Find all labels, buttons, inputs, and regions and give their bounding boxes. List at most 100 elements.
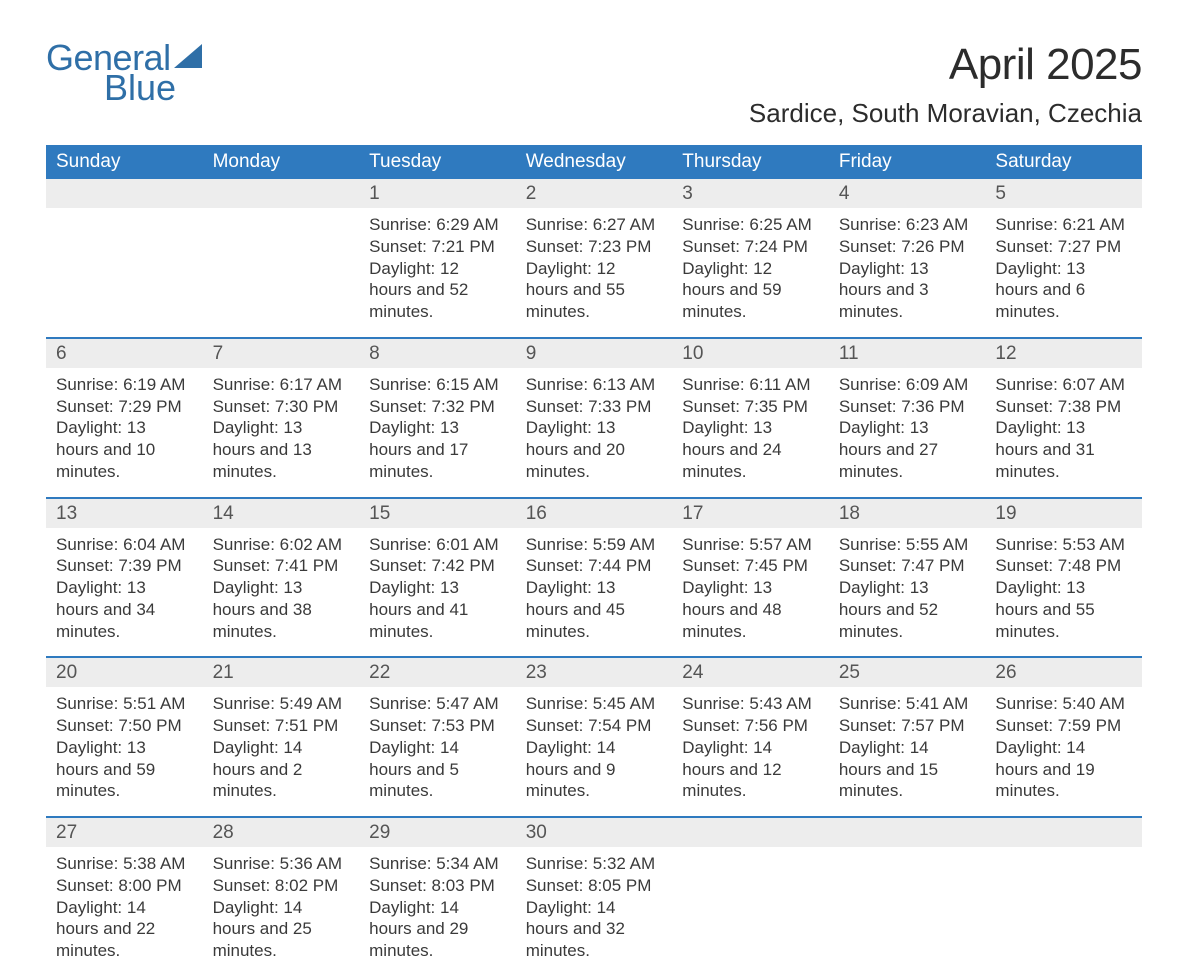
day-number: 18 (829, 499, 986, 528)
day-number: 26 (985, 658, 1142, 687)
daylight-line: Daylight: 14 hours and 15 minutes. (839, 737, 976, 802)
day-number: 27 (46, 818, 203, 847)
weekday-header: Friday (829, 145, 986, 179)
day-number-row: 6789101112 (46, 339, 1142, 368)
daylight-line: Daylight: 13 hours and 55 minutes. (995, 577, 1132, 642)
day-number: 30 (516, 818, 673, 847)
sunset-line: Sunset: 7:57 PM (839, 715, 976, 737)
day-cell: Sunrise: 6:27 AMSunset: 7:23 PMDaylight:… (516, 208, 673, 337)
day-cell: Sunrise: 6:07 AMSunset: 7:38 PMDaylight:… (985, 368, 1142, 497)
sunrise-line: Sunrise: 5:53 AM (995, 534, 1132, 556)
sunset-line: Sunset: 7:27 PM (995, 236, 1132, 258)
day-cell: Sunrise: 6:21 AMSunset: 7:27 PMDaylight:… (985, 208, 1142, 337)
day-cell: Sunrise: 5:57 AMSunset: 7:45 PMDaylight:… (672, 528, 829, 657)
day-number: 22 (359, 658, 516, 687)
sunset-line: Sunset: 7:36 PM (839, 396, 976, 418)
sunset-line: Sunset: 7:21 PM (369, 236, 506, 258)
day-cell: Sunrise: 5:38 AMSunset: 8:00 PMDaylight:… (46, 847, 203, 976)
sunrise-line: Sunrise: 6:02 AM (213, 534, 350, 556)
calendar-week: 20212223242526Sunrise: 5:51 AMSunset: 7:… (46, 656, 1142, 816)
day-cells-row: Sunrise: 5:51 AMSunset: 7:50 PMDaylight:… (46, 687, 1142, 816)
daylight-line: Daylight: 13 hours and 13 minutes. (213, 417, 350, 482)
daylight-line: Daylight: 13 hours and 27 minutes. (839, 417, 976, 482)
daylight-line: Daylight: 13 hours and 20 minutes. (526, 417, 663, 482)
day-number: 17 (672, 499, 829, 528)
daylight-line: Daylight: 13 hours and 24 minutes. (682, 417, 819, 482)
day-number (203, 179, 360, 208)
sunrise-line: Sunrise: 6:27 AM (526, 214, 663, 236)
daylight-line: Daylight: 13 hours and 38 minutes. (213, 577, 350, 642)
day-number: 1 (359, 179, 516, 208)
daylight-line: Daylight: 13 hours and 31 minutes. (995, 417, 1132, 482)
sunrise-line: Sunrise: 5:43 AM (682, 693, 819, 715)
day-number: 9 (516, 339, 673, 368)
sunrise-line: Sunrise: 5:38 AM (56, 853, 193, 875)
sunset-line: Sunset: 7:30 PM (213, 396, 350, 418)
weekday-header: Monday (203, 145, 360, 179)
daylight-line: Daylight: 14 hours and 22 minutes. (56, 897, 193, 962)
sunrise-line: Sunrise: 5:49 AM (213, 693, 350, 715)
day-cell: Sunrise: 5:36 AMSunset: 8:02 PMDaylight:… (203, 847, 360, 976)
day-cell: Sunrise: 6:13 AMSunset: 7:33 PMDaylight:… (516, 368, 673, 497)
sunset-line: Sunset: 7:29 PM (56, 396, 193, 418)
day-number: 5 (985, 179, 1142, 208)
sunset-line: Sunset: 7:48 PM (995, 555, 1132, 577)
daylight-line: Daylight: 14 hours and 25 minutes. (213, 897, 350, 962)
daylight-line: Daylight: 14 hours and 2 minutes. (213, 737, 350, 802)
daylight-line: Daylight: 14 hours and 32 minutes. (526, 897, 663, 962)
daylight-line: Daylight: 13 hours and 17 minutes. (369, 417, 506, 482)
sunrise-line: Sunrise: 6:11 AM (682, 374, 819, 396)
weekday-header: Wednesday (516, 145, 673, 179)
day-cell (203, 208, 360, 337)
sunset-line: Sunset: 8:02 PM (213, 875, 350, 897)
day-number-row: 20212223242526 (46, 658, 1142, 687)
day-number (672, 818, 829, 847)
day-cell: Sunrise: 5:40 AMSunset: 7:59 PMDaylight:… (985, 687, 1142, 816)
sunrise-line: Sunrise: 6:15 AM (369, 374, 506, 396)
daylight-line: Daylight: 13 hours and 10 minutes. (56, 417, 193, 482)
sunrise-line: Sunrise: 5:59 AM (526, 534, 663, 556)
sunset-line: Sunset: 7:54 PM (526, 715, 663, 737)
day-number: 23 (516, 658, 673, 687)
sunrise-line: Sunrise: 5:57 AM (682, 534, 819, 556)
sunset-line: Sunset: 8:05 PM (526, 875, 663, 897)
daylight-line: Daylight: 13 hours and 59 minutes. (56, 737, 193, 802)
day-cell: Sunrise: 6:11 AMSunset: 7:35 PMDaylight:… (672, 368, 829, 497)
day-cell: Sunrise: 5:49 AMSunset: 7:51 PMDaylight:… (203, 687, 360, 816)
sunset-line: Sunset: 7:59 PM (995, 715, 1132, 737)
day-cell: Sunrise: 6:19 AMSunset: 7:29 PMDaylight:… (46, 368, 203, 497)
day-cell: Sunrise: 5:47 AMSunset: 7:53 PMDaylight:… (359, 687, 516, 816)
day-cell (672, 847, 829, 976)
day-number (829, 818, 986, 847)
sunset-line: Sunset: 7:26 PM (839, 236, 976, 258)
day-cell: Sunrise: 6:17 AMSunset: 7:30 PMDaylight:… (203, 368, 360, 497)
daylight-line: Daylight: 13 hours and 41 minutes. (369, 577, 506, 642)
sunrise-line: Sunrise: 6:07 AM (995, 374, 1132, 396)
sunset-line: Sunset: 7:51 PM (213, 715, 350, 737)
weekday-header-row: SundayMondayTuesdayWednesdayThursdayFrid… (46, 145, 1142, 179)
daylight-line: Daylight: 14 hours and 29 minutes. (369, 897, 506, 962)
daylight-line: Daylight: 12 hours and 55 minutes. (526, 258, 663, 323)
calendar-week: 12345Sunrise: 6:29 AMSunset: 7:21 PMDayl… (46, 179, 1142, 337)
day-cell: Sunrise: 5:45 AMSunset: 7:54 PMDaylight:… (516, 687, 673, 816)
day-cell: Sunrise: 6:04 AMSunset: 7:39 PMDaylight:… (46, 528, 203, 657)
calendar-week: 6789101112Sunrise: 6:19 AMSunset: 7:29 P… (46, 337, 1142, 497)
daylight-line: Daylight: 14 hours and 9 minutes. (526, 737, 663, 802)
day-cell (46, 208, 203, 337)
day-number: 21 (203, 658, 360, 687)
day-number: 13 (46, 499, 203, 528)
sunrise-line: Sunrise: 5:34 AM (369, 853, 506, 875)
calendar: SundayMondayTuesdayWednesdayThursdayFrid… (46, 145, 1142, 976)
sunset-line: Sunset: 7:33 PM (526, 396, 663, 418)
sunrise-line: Sunrise: 5:32 AM (526, 853, 663, 875)
daylight-line: Daylight: 13 hours and 45 minutes. (526, 577, 663, 642)
day-number: 24 (672, 658, 829, 687)
weekday-header: Sunday (46, 145, 203, 179)
daylight-line: Daylight: 13 hours and 52 minutes. (839, 577, 976, 642)
day-number: 25 (829, 658, 986, 687)
day-number-row: 13141516171819 (46, 499, 1142, 528)
day-cell: Sunrise: 6:01 AMSunset: 7:42 PMDaylight:… (359, 528, 516, 657)
sunrise-line: Sunrise: 5:45 AM (526, 693, 663, 715)
sunrise-line: Sunrise: 6:04 AM (56, 534, 193, 556)
sunrise-line: Sunrise: 6:19 AM (56, 374, 193, 396)
